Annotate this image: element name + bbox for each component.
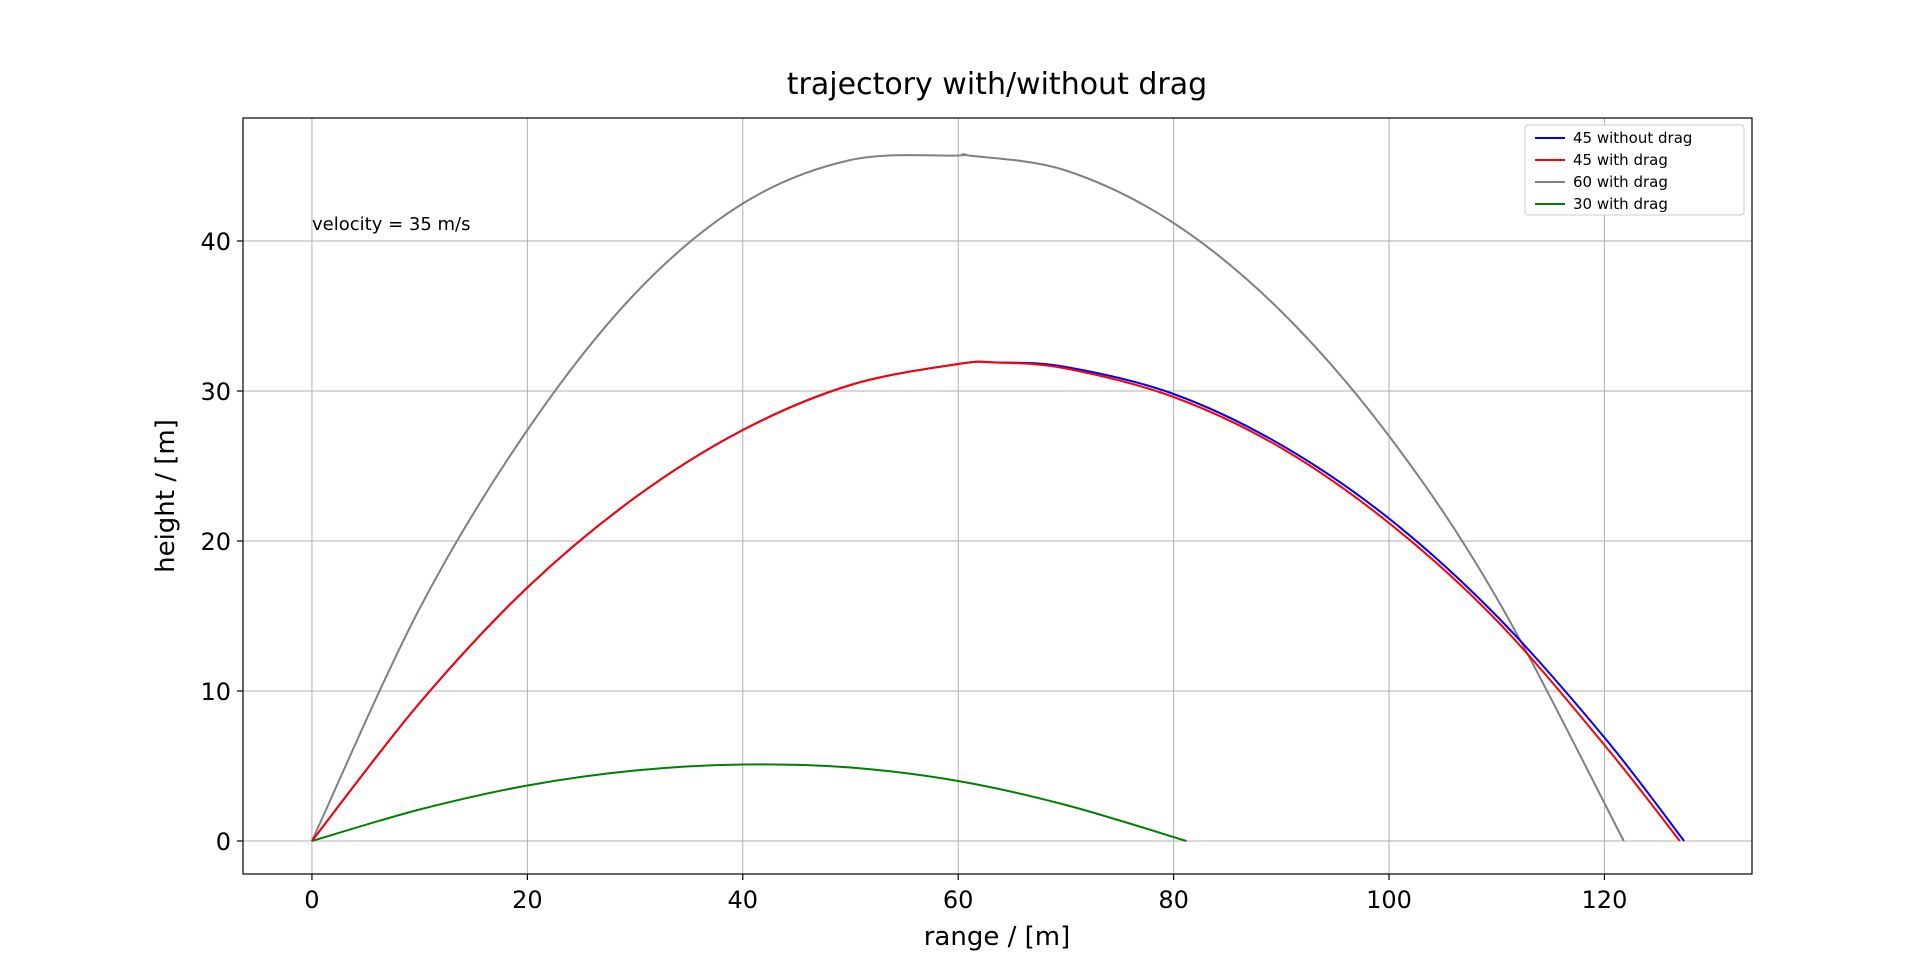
chart-title: trajectory with/without drag xyxy=(787,67,1207,102)
axis-ticks: 0 20 40 60 80 100 120 0 10 20 30 40 xyxy=(200,228,1627,914)
plot-frame xyxy=(242,117,1753,875)
legend: 45 without drag 45 with drag 60 with drag 3… xyxy=(1524,124,1745,216)
y-axis-label: height / [m] xyxy=(151,419,181,573)
x-tick-label: 80 xyxy=(1158,886,1189,914)
x-tick-label: 40 xyxy=(727,886,758,914)
x-tick-label: 60 xyxy=(943,886,974,914)
x-axis-label: range / [m] xyxy=(924,922,1071,952)
series-line-60-with-drag xyxy=(310,153,1625,842)
legend-label-45-without-drag: 45 without drag xyxy=(1573,129,1692,147)
legend-label-60-with-drag: 60 with drag xyxy=(1573,173,1668,191)
y-tick-label: 0 xyxy=(216,828,231,856)
series-line-30-with-drag xyxy=(311,763,1187,842)
x-tick-label: 120 xyxy=(1582,886,1628,914)
grid xyxy=(243,118,1752,874)
y-tick-label: 10 xyxy=(200,678,231,706)
y-tick-label: 20 xyxy=(200,528,231,556)
y-tick-label: 40 xyxy=(200,228,231,256)
series-layer xyxy=(310,153,1685,842)
y-tick-label: 30 xyxy=(200,378,231,406)
legend-label-30-with-drag: 30 with drag xyxy=(1573,195,1668,213)
velocity-annotation: velocity = 35 m/s xyxy=(312,214,470,235)
legend-label-45-with-drag: 45 with drag xyxy=(1573,151,1668,169)
x-tick-label: 0 xyxy=(304,886,319,914)
legend-box xyxy=(1524,124,1745,216)
x-tick-label: 20 xyxy=(512,886,543,914)
series-line-45-with-drag xyxy=(311,360,1681,842)
x-tick-label: 100 xyxy=(1366,886,1412,914)
